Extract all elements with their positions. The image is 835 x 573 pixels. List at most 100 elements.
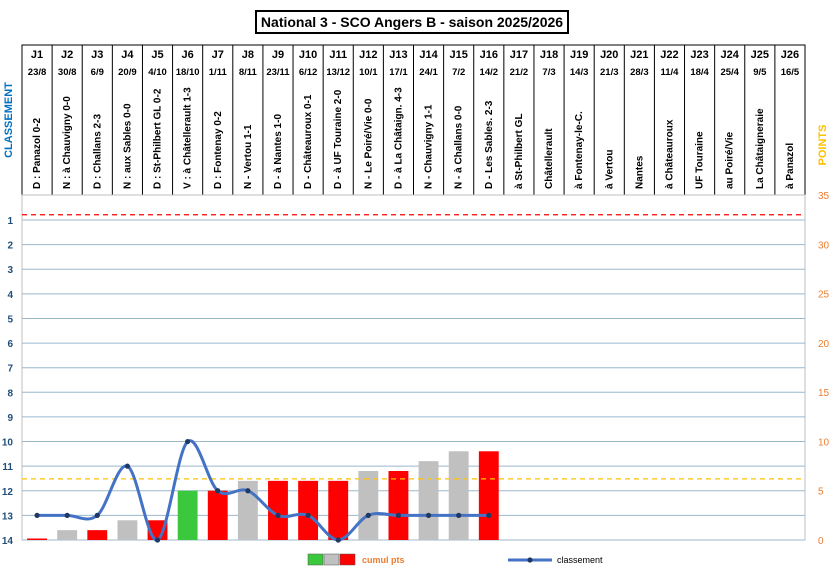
round-label: J15 [449,49,467,61]
points-bar [87,530,108,540]
match-label: UF Touraine [695,131,706,189]
legend-line-marker [527,557,533,563]
points-bar [207,490,228,540]
legend-swatch [323,553,340,566]
round-label: J4 [121,49,134,61]
round-label: J17 [510,49,528,61]
points-bar [478,451,499,540]
right-tick-label: 5 [818,487,824,498]
match-label: N - Vertou 1-1 [243,124,254,189]
round-label: J11 [329,49,347,61]
left-tick-label: 4 [7,290,13,301]
match-label: N : aux Sables 0-0 [122,103,133,189]
date-label: 11/4 [660,67,679,78]
round-label: J1 [31,49,43,61]
left-tick-label: 10 [2,438,14,449]
points-bar [298,480,319,540]
date-label: 6/9 [91,67,104,78]
date-label: 18/10 [176,67,200,78]
date-label: 18/4 [690,67,709,78]
match-label: D : Panazol 0-2 [32,117,43,189]
round-label: J18 [540,49,558,61]
left-tick-label: 9 [7,413,13,424]
match-label: Châtellerault [544,128,555,189]
match-label: à Vertou [604,150,615,189]
left-tick-label: 14 [2,536,14,547]
legend-line-label: classement [557,555,603,565]
chart-title: National 3 - SCO Angers B - saison 2025/… [255,10,569,34]
right-axis-title: POINTS [817,125,829,166]
round-label: J26 [781,49,799,61]
date-label: 30/8 [58,67,77,78]
points-bar [328,480,349,540]
classement-point [425,512,432,518]
date-label: 10/1 [359,67,378,78]
classement-point [64,512,70,518]
round-label: J9 [272,49,284,61]
date-label: 1/11 [209,67,228,78]
left-tick-label: 11 [2,462,13,473]
round-label: J19 [570,49,588,61]
date-label: 23/8 [28,67,47,78]
match-label: à Panazol [785,143,796,189]
left-tick-label: 12 [2,487,14,498]
classement-point [395,512,402,518]
match-label: N - à Challans 0-0 [454,105,465,189]
points-bar [448,451,469,540]
date-label: 28/3 [630,67,649,78]
points-bar [388,471,409,540]
legend-bars-label: cumul pts [362,555,405,565]
points-bar [418,461,439,540]
round-label: J24 [721,49,740,61]
round-label: J21 [630,49,648,61]
left-tick-label: 6 [7,339,13,350]
round-label: J23 [690,49,708,61]
right-tick-label: 15 [818,388,830,399]
left-tick-label: 2 [7,241,13,252]
right-tick-label: 35 [818,191,830,202]
classement-point [124,463,131,469]
points-bar [57,530,78,540]
match-label: D : Fontenay 0-2 [213,111,224,189]
left-tick-label: 8 [7,388,13,399]
match-label: à Châteauroux [664,119,675,189]
round-label: J5 [151,49,163,61]
points-bar [268,480,288,540]
classement-point [335,537,341,543]
left-axis-title: CLASSEMENT [3,82,15,158]
legend-swatch [307,553,324,566]
date-label: 8/11 [239,67,258,78]
classement-point [365,512,371,518]
classement-point [275,512,281,518]
left-tick-label: 1 [7,216,13,227]
right-tick-label: 10 [818,437,830,448]
classement-point [185,438,191,445]
match-label: D - à La Châtaign. 4-3 [393,87,404,189]
match-label: à Fontenay-le-C. [574,111,585,189]
round-label: J13 [389,49,407,61]
round-label: J12 [359,49,377,61]
match-label: La Châtaigneraie [755,108,766,189]
classement-point [154,537,161,543]
match-label: N : à Chauvigny 0-0 [62,96,73,189]
round-label: J22 [660,49,678,61]
round-label: J14 [419,49,438,61]
date-label: 23/11 [266,67,290,78]
round-label: J3 [91,49,103,61]
left-tick-label: 13 [2,511,14,522]
date-label: 9/5 [753,67,767,78]
date-label: 14/3 [570,67,589,78]
date-label: 24/1 [419,67,438,78]
date-label: 14/2 [480,67,499,78]
round-label: J8 [242,49,254,61]
match-label: D - Les Sables. 2-3 [484,100,495,189]
classement-point [215,488,221,494]
round-label: J25 [751,49,769,61]
points-bar [177,490,198,540]
match-label: N - Le Poiré/Vie 0-0 [363,98,374,189]
right-tick-label: 25 [818,290,830,301]
round-label: J16 [480,49,498,61]
match-label: au Poiré/Vie [725,131,736,189]
date-label: 21/2 [510,67,529,78]
classement-point [245,488,251,494]
